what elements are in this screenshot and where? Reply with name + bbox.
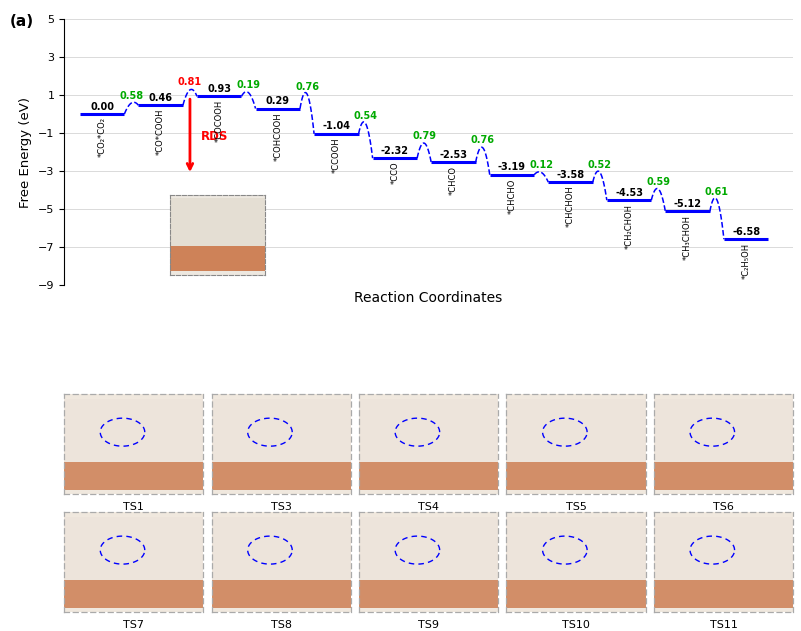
Bar xyxy=(506,517,646,581)
Text: TS3: TS3 xyxy=(271,502,292,512)
Text: -3.58: -3.58 xyxy=(557,170,585,180)
Bar xyxy=(359,581,498,608)
X-axis label: Reaction Coordinates: Reaction Coordinates xyxy=(354,291,503,305)
Bar xyxy=(506,399,646,463)
Bar xyxy=(211,399,351,463)
Bar xyxy=(506,463,646,490)
Bar xyxy=(359,463,498,490)
Bar xyxy=(211,581,351,608)
Bar xyxy=(359,399,498,463)
Text: -2.32: -2.32 xyxy=(380,146,409,156)
Bar xyxy=(64,399,203,463)
Text: -3.19: -3.19 xyxy=(498,162,526,172)
Y-axis label: Free Energy (eV): Free Energy (eV) xyxy=(19,97,32,208)
Text: *CHCO: *CHCO xyxy=(449,165,458,194)
Bar xyxy=(654,581,793,608)
Text: *CO*COOH: *CO*COOH xyxy=(156,109,165,155)
Text: -5.12: -5.12 xyxy=(674,199,702,209)
Bar xyxy=(359,517,498,581)
Text: 0.19: 0.19 xyxy=(236,80,260,90)
Text: 0.76: 0.76 xyxy=(471,135,495,145)
Text: *CHCHO: *CHCHO xyxy=(508,178,517,213)
Text: *CCOOH: *CCOOH xyxy=(332,138,340,173)
Text: TS6: TS6 xyxy=(713,502,734,512)
Bar xyxy=(64,517,203,581)
Text: *COCOOH: *COCOOH xyxy=(215,100,223,142)
Text: *CO₂*CO₂: *CO₂*CO₂ xyxy=(98,117,107,158)
Text: 0.12: 0.12 xyxy=(529,160,553,170)
Bar xyxy=(211,517,351,581)
Text: -2.53: -2.53 xyxy=(440,150,468,160)
Bar xyxy=(211,463,351,490)
Text: TS5: TS5 xyxy=(566,502,586,512)
Text: *CH₃CHOH: *CH₃CHOH xyxy=(683,215,692,260)
Bar xyxy=(64,463,203,490)
Bar xyxy=(654,517,793,581)
Text: 0.81: 0.81 xyxy=(178,78,202,88)
Text: -1.04: -1.04 xyxy=(322,121,350,131)
Text: -6.58: -6.58 xyxy=(732,227,760,237)
Text: (a): (a) xyxy=(10,14,34,28)
Text: 0.46: 0.46 xyxy=(149,93,173,103)
Text: 0.59: 0.59 xyxy=(646,177,670,187)
Text: 0.79: 0.79 xyxy=(413,131,436,141)
Text: 0.58: 0.58 xyxy=(119,90,143,100)
Text: 0.54: 0.54 xyxy=(353,111,377,121)
Bar xyxy=(654,399,793,463)
Text: 0.52: 0.52 xyxy=(588,160,612,170)
Text: TS11: TS11 xyxy=(710,620,738,630)
Text: -4.53: -4.53 xyxy=(615,188,643,198)
Text: *CH₂CHOH: *CH₂CHOH xyxy=(625,204,634,249)
Text: RDS: RDS xyxy=(200,131,227,143)
Text: 0.61: 0.61 xyxy=(705,187,729,198)
Bar xyxy=(506,581,646,608)
Text: TS7: TS7 xyxy=(123,620,144,630)
Text: 0.00: 0.00 xyxy=(91,102,114,112)
Text: *CCO: *CCO xyxy=(390,162,400,184)
Text: *CHCHOH: *CHCHOH xyxy=(566,186,575,227)
Text: (b): (b) xyxy=(10,383,34,398)
Text: TS8: TS8 xyxy=(271,620,292,630)
Bar xyxy=(654,463,793,490)
Bar xyxy=(64,581,203,608)
Text: *COHCOOH: *COHCOOH xyxy=(273,112,282,160)
Text: 0.29: 0.29 xyxy=(266,96,290,106)
Text: TS9: TS9 xyxy=(418,620,439,630)
Text: TS1: TS1 xyxy=(123,502,144,512)
Text: 0.93: 0.93 xyxy=(207,84,231,94)
Text: 0.76: 0.76 xyxy=(295,81,319,91)
Text: *C₂H₅OH: *C₂H₅OH xyxy=(742,243,751,279)
Text: TS10: TS10 xyxy=(562,620,590,630)
Text: TS4: TS4 xyxy=(418,502,439,512)
